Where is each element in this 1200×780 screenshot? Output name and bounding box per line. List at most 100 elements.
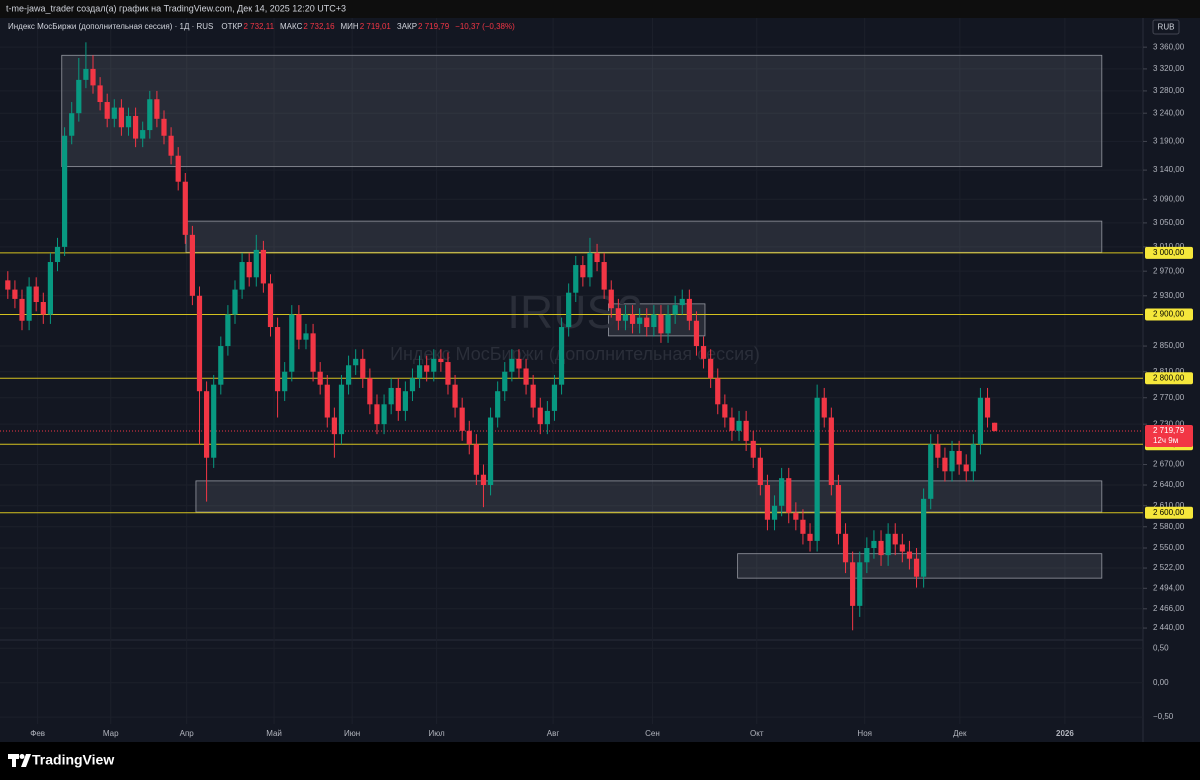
top-bar [0, 0, 1200, 18]
candle-body [686, 298, 692, 321]
candle-body [203, 391, 210, 458]
candle-body [147, 99, 153, 131]
candle-body [239, 262, 245, 290]
candle-body [786, 478, 792, 513]
last-price-box [1145, 424, 1193, 447]
candle-body [331, 417, 337, 435]
candle-body [757, 457, 763, 486]
candle-body [530, 384, 536, 408]
level-label-box [1145, 308, 1193, 321]
candle-body [196, 295, 203, 392]
candle-body [132, 115, 139, 139]
legend-value: 2 732,11 [243, 22, 274, 31]
legend-change: −10,37 (−0,38%) [455, 22, 515, 31]
candle-body [296, 314, 302, 340]
candle-body [771, 505, 778, 520]
candle-body [651, 314, 657, 328]
caption: t-me-jawa_trader создал(а) график на Tra… [6, 3, 346, 13]
candle-body [509, 358, 515, 372]
x-tick-label: 2026 [1056, 729, 1074, 738]
zone [737, 553, 1103, 579]
candle-body [402, 391, 408, 411]
candle-body [665, 314, 671, 334]
candle-body [76, 79, 82, 114]
currency: RUB [1158, 23, 1175, 32]
brand: TradingView [32, 752, 114, 768]
candle-body [523, 368, 529, 385]
candle-body [175, 155, 181, 182]
candle-body [842, 533, 849, 563]
candle-body [679, 298, 685, 306]
candle-body [168, 135, 174, 156]
legend-key: ЗАКР [397, 22, 417, 31]
zone [195, 480, 1103, 513]
candle-body [963, 464, 969, 472]
level-label: 3 000,00 [1153, 248, 1185, 257]
legend-key: ОТКР [221, 22, 242, 31]
candle-body [615, 308, 621, 321]
zone [61, 54, 1103, 168]
candle-body [459, 407, 465, 431]
watermark: IRUS2 [507, 286, 642, 338]
candle-body [906, 551, 913, 559]
candle-body [360, 358, 366, 379]
candle-body [424, 365, 430, 372]
currency-box[interactable] [1152, 19, 1180, 35]
y-tick-label: 2 930,00 [1153, 291, 1185, 300]
candle-body [69, 113, 75, 136]
last-price-label: 2 719,79 [1153, 426, 1185, 435]
watermark-subtitle: Индекс МосБиржи (дополнительная сессия) [390, 344, 760, 364]
candle-body [928, 444, 934, 499]
candle-body [700, 346, 707, 359]
candle-body [871, 540, 877, 548]
candle-body [793, 512, 799, 520]
y-tick-label: 2 466,00 [1153, 604, 1185, 613]
candle-body [480, 474, 487, 486]
candle-body [104, 102, 110, 119]
y-tick-label: 2 494,00 [1153, 583, 1185, 592]
candle-body [942, 457, 948, 472]
logo [8, 754, 31, 767]
candle-body [566, 292, 572, 328]
y-tick-label: 2 550,00 [1153, 543, 1185, 552]
candle-body [573, 265, 579, 293]
y-tick-label: 3 010,00 [1153, 242, 1185, 251]
candle-body [537, 407, 543, 425]
candle-body [807, 533, 813, 541]
candle-body [5, 280, 11, 290]
candle-body [225, 314, 231, 347]
y-tick-label: 0,50 [1153, 643, 1169, 652]
candle-body [282, 371, 288, 392]
candle-body [218, 346, 224, 385]
bottom-bar [0, 742, 1200, 780]
candle-body [409, 378, 416, 392]
y-tick-label: 2 670,00 [1153, 460, 1185, 469]
candle-body [970, 444, 976, 472]
candle-body [864, 547, 870, 563]
y-tick-label: 2 640,00 [1153, 480, 1185, 489]
candle-body [992, 422, 998, 431]
candle-body [466, 430, 472, 445]
candle-body [47, 262, 54, 315]
candle-body [608, 289, 614, 309]
y-tick-label: 2 440,00 [1153, 623, 1185, 632]
candle-body [289, 314, 295, 372]
candle-body [828, 417, 834, 486]
x-tick-label: Май [266, 729, 282, 738]
candle-body [835, 485, 842, 534]
x-tick-label: Июн [344, 729, 360, 738]
level-label-box [1145, 246, 1193, 259]
candle-body [885, 533, 891, 556]
candle-body [310, 333, 316, 372]
candle-body [12, 289, 18, 299]
candle-body [211, 384, 217, 458]
y-tick-label: 2 730,00 [1153, 419, 1185, 428]
candle-body [658, 314, 664, 334]
candle-body [246, 262, 252, 278]
candle-body [800, 519, 806, 534]
candle-body [324, 384, 330, 418]
candle-body [367, 378, 373, 405]
x-tick-label: Дек [953, 729, 967, 738]
candle-body [779, 478, 785, 506]
y-tick-label: 2 580,00 [1153, 522, 1185, 531]
